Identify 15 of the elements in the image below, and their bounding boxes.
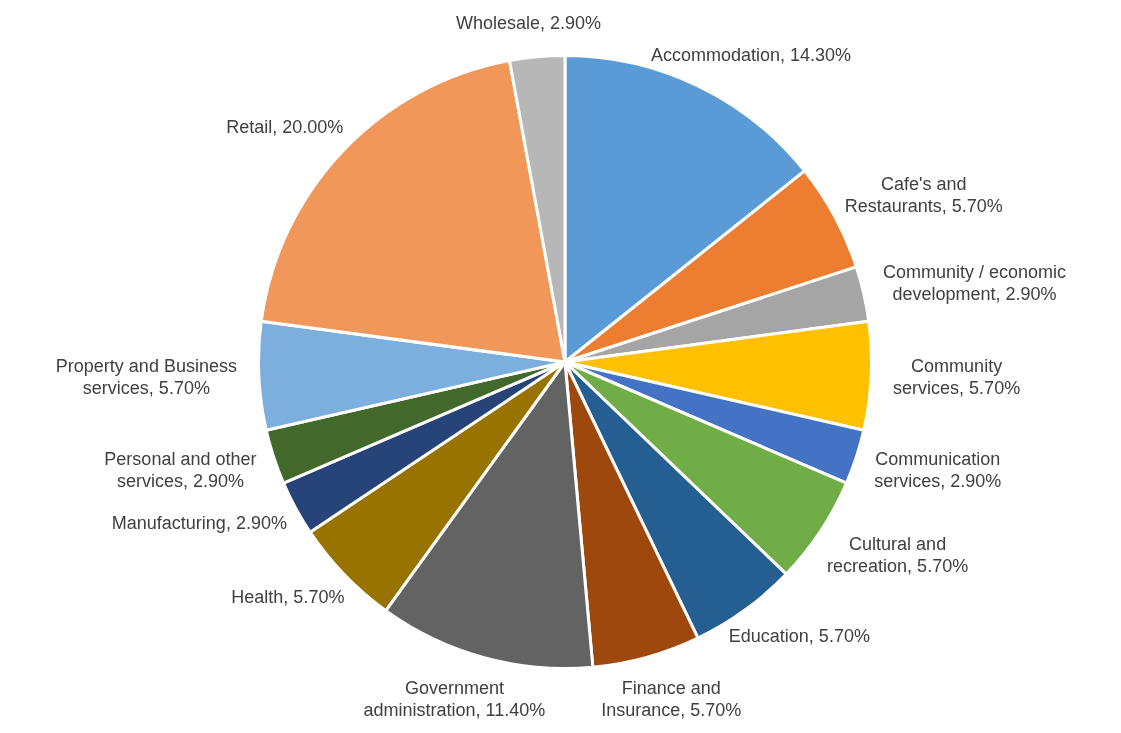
slice-label: Community / economic development, 2.90%	[882, 261, 1067, 304]
slice-label: Community services, 5.70%	[893, 355, 1021, 398]
slice-label: Finance and Insurance, 5.70%	[601, 677, 742, 720]
slice-label: Communication services, 2.90%	[874, 448, 1002, 491]
slice-label: Government administration, 11.40%	[363, 678, 546, 721]
slice-label: Wholesale, 2.90%	[456, 12, 602, 33]
slice-label: Health, 5.70%	[231, 586, 345, 607]
slice-label: Accommodation, 14.30%	[650, 45, 851, 66]
slice-label: Property and Business services, 5.70%	[55, 355, 237, 398]
slice-label: Cultural and recreation, 5.70%	[827, 533, 969, 576]
slice-label: Retail, 20.00%	[226, 116, 344, 137]
slice-label: Personal and other services, 2.90%	[104, 448, 257, 491]
slice-label: Education, 5.70%	[728, 625, 870, 646]
slice-label: Cafe's and Restaurants, 5.70%	[844, 173, 1003, 216]
slice-label: Manufacturing, 2.90%	[111, 512, 287, 533]
